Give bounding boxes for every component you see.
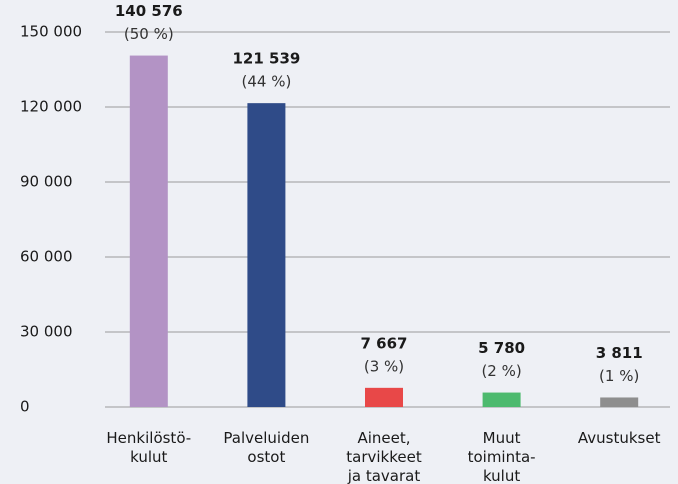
percent-label: (44 %) [241, 73, 291, 91]
x-tick-label: Palveluiden ostot [223, 429, 309, 466]
x-tick-label-line: ja tavarat [347, 467, 421, 484]
x-tick-label: Aineet, tarvikkeet ja tavarat [346, 429, 422, 484]
x-tick-label-line: Palveluiden [223, 429, 309, 447]
percent-label: (50 %) [124, 25, 174, 43]
value-label: 3 811 [596, 344, 643, 362]
bar [129, 55, 168, 408]
x-tick-label-line: Aineet, [357, 429, 410, 447]
x-tick-label-line: tarvikkeet [346, 448, 422, 466]
y-tick-label: 0 [20, 398, 30, 416]
x-tick-label-line: toiminta- [468, 448, 536, 466]
bar [247, 103, 286, 407]
x-tick-label-line: kulut [483, 467, 520, 484]
bar [600, 397, 639, 407]
x-tick-label-line: kulut [130, 448, 167, 466]
percent-label: (2 %) [481, 362, 521, 380]
x-tick-label-line: ostot [247, 448, 285, 466]
x-tick-label-line: Muut [483, 429, 521, 447]
y-tick-label: 120 000 [20, 98, 82, 116]
x-tick-label: Henkilöstö-kulut [106, 429, 191, 466]
value-label: 140 576 [115, 2, 183, 20]
y-tick-label: 30 000 [20, 323, 73, 341]
value-label: 5 780 [478, 339, 525, 357]
bar [482, 392, 521, 407]
x-tick-label-line: Henkilöstö- [106, 429, 191, 447]
x-tick-label: Muut toiminta-kulut [468, 429, 536, 484]
y-tick-label: 150 000 [20, 23, 82, 41]
x-tick-label-line: Avustukset [578, 429, 661, 447]
percent-label: (1 %) [599, 367, 639, 385]
value-label: 7 667 [361, 334, 408, 352]
percent-label: (3 %) [364, 357, 404, 375]
x-tick-label: Avustukset [578, 429, 661, 447]
value-label: 121 539 [232, 50, 300, 68]
bar [365, 387, 403, 407]
y-tick-label: 60 000 [20, 248, 73, 266]
y-tick-label: 90 000 [20, 173, 73, 191]
